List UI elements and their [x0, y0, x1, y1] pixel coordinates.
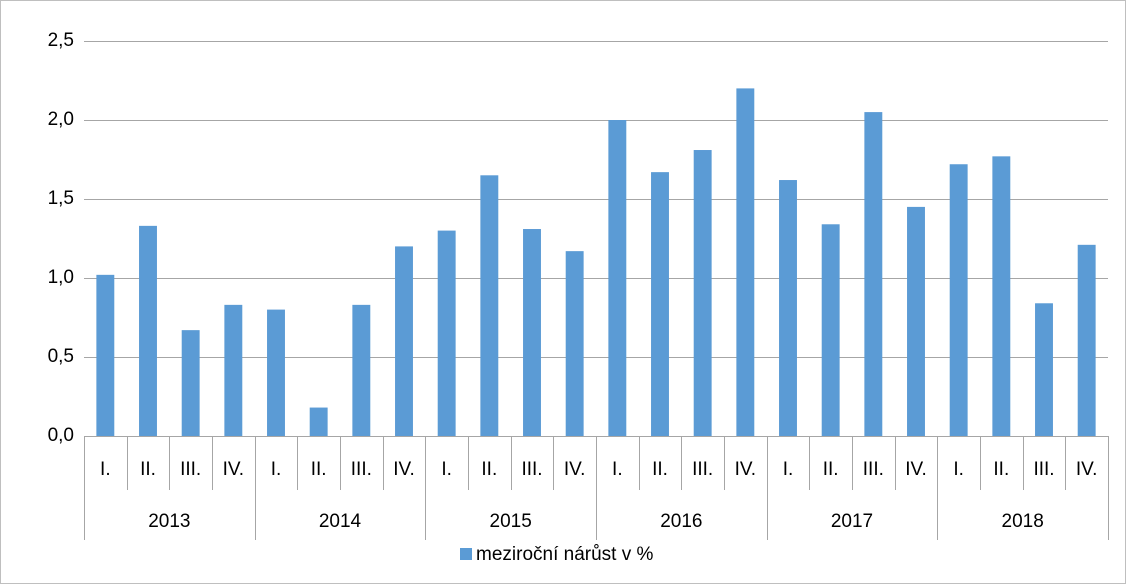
bar [1035, 303, 1053, 436]
x-tick-label: IV. [393, 459, 415, 480]
group-label: 2017 [831, 511, 873, 532]
bar [437, 230, 456, 436]
x-tick-label: IV. [1076, 459, 1098, 480]
bar [352, 304, 371, 436]
bar [864, 112, 883, 436]
bar [992, 156, 1011, 436]
bar [651, 172, 669, 436]
bar [779, 180, 797, 436]
x-tick-label: I. [953, 459, 964, 480]
x-tick-label: III. [692, 459, 713, 480]
x-tick-label: II. [481, 459, 497, 480]
x-tick-label: I. [783, 459, 794, 480]
x-tick-label: IV. [735, 459, 757, 480]
group-label: 2013 [148, 511, 190, 532]
bar [821, 224, 840, 436]
x-tick-label: I. [271, 459, 282, 480]
bar [565, 251, 584, 436]
legend-label: meziroční nárůst v % [476, 544, 653, 565]
bar [395, 246, 413, 436]
y-tick-label: 0,5 [48, 346, 74, 367]
legend-swatch [460, 548, 472, 560]
y-tick-label: 0,0 [48, 425, 74, 446]
bar [309, 407, 328, 436]
y-tick-label: 2,0 [48, 109, 74, 130]
bar [480, 175, 499, 437]
y-tick-label: 1,0 [48, 267, 74, 288]
x-tick-label: I. [441, 459, 452, 480]
bar [523, 229, 541, 436]
x-tick-label: III. [1033, 459, 1054, 480]
bar [608, 120, 627, 436]
x-tick-label: IV. [223, 459, 245, 480]
bar [224, 304, 243, 436]
bar [907, 206, 925, 436]
x-tick-label: II. [311, 459, 327, 480]
group-label: 2016 [660, 511, 702, 532]
x-tick-label: II. [823, 459, 839, 480]
x-tick-label: IV. [564, 459, 586, 480]
y-tick-label: 1,5 [48, 188, 74, 209]
x-tick-label: IV. [905, 459, 927, 480]
bar [693, 150, 712, 436]
group-label: 2014 [319, 511, 362, 532]
x-tick-label: I. [612, 459, 623, 480]
x-tick-label: I. [100, 459, 111, 480]
bar [267, 309, 285, 436]
x-tick-label: III. [180, 459, 201, 480]
group-label: 2018 [1002, 511, 1044, 532]
bar [736, 88, 755, 437]
bar [139, 225, 157, 436]
bar [96, 274, 115, 436]
x-tick-label: II. [993, 459, 1009, 480]
bar [181, 330, 200, 436]
group-label: 2015 [490, 511, 532, 532]
x-tick-label: II. [652, 459, 668, 480]
x-tick-label: II. [140, 459, 156, 480]
x-tick-label: III. [521, 459, 542, 480]
bar [949, 164, 968, 437]
x-tick-label: III. [351, 459, 372, 480]
y-tick-label: 2,5 [48, 30, 74, 51]
x-tick-label: III. [863, 459, 884, 480]
bar [1077, 244, 1096, 436]
